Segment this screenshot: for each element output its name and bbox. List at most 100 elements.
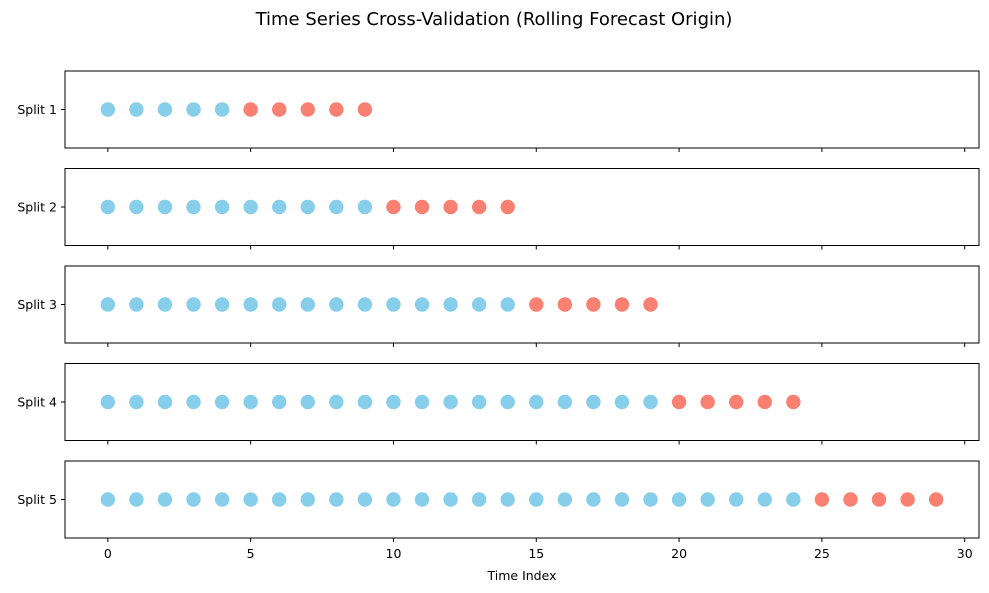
train-point [386, 297, 401, 312]
train-point [214, 199, 230, 215]
test-point [643, 297, 658, 312]
test-point [614, 297, 630, 312]
train-point [357, 199, 373, 215]
train-point [243, 297, 258, 312]
train-point [386, 394, 401, 410]
split-panel: Split 1 [17, 70, 980, 152]
train-point [500, 297, 515, 312]
x-axis-label: Time Index [487, 568, 557, 583]
train-point [471, 297, 487, 312]
train-point [729, 492, 744, 507]
train-point [129, 492, 144, 507]
train-point [214, 297, 230, 312]
train-point [329, 199, 344, 215]
panel-frame [64, 363, 980, 441]
train-point [157, 394, 173, 410]
test-point [928, 492, 944, 507]
train-point [643, 492, 658, 507]
train-point [272, 394, 287, 410]
train-point [471, 394, 487, 410]
train-point [329, 394, 344, 410]
train-point [329, 492, 344, 507]
train-point [786, 492, 801, 507]
train-point [129, 199, 144, 215]
train-point [186, 394, 201, 410]
train-point [243, 199, 258, 215]
x-tick-label: 20 [671, 546, 687, 561]
train-point [157, 492, 173, 507]
train-point [414, 492, 430, 507]
train-point [157, 199, 173, 215]
split-label: Split 3 [17, 297, 57, 312]
panel-frame [64, 70, 980, 149]
test-point [843, 492, 858, 507]
test-point [500, 199, 515, 215]
test-point [443, 199, 458, 215]
test-point [471, 199, 487, 215]
test-point [586, 297, 601, 312]
train-point [357, 394, 373, 410]
split-panel: Split 5 [17, 460, 980, 542]
test-point [329, 102, 344, 117]
train-point [186, 102, 201, 117]
test-point [557, 297, 573, 312]
test-point [900, 492, 915, 507]
train-point [129, 297, 144, 312]
x-tick-label: 30 [957, 546, 973, 561]
train-point [129, 394, 144, 410]
train-point [186, 297, 201, 312]
split-label: Split 2 [17, 200, 57, 215]
train-point [614, 492, 630, 507]
train-point [214, 102, 230, 117]
test-point [243, 102, 258, 117]
x-tick-label: 15 [528, 546, 544, 561]
train-point [100, 492, 116, 507]
train-point [357, 492, 373, 507]
test-point [386, 199, 401, 215]
train-point [443, 492, 458, 507]
train-point [186, 199, 201, 215]
split-label: Split 5 [17, 492, 57, 507]
test-point [357, 102, 373, 117]
train-point [272, 199, 287, 215]
test-point [871, 492, 887, 507]
train-point [414, 394, 430, 410]
train-point [272, 492, 287, 507]
test-point [529, 297, 544, 312]
train-point [443, 297, 458, 312]
train-point [100, 199, 116, 215]
train-point [586, 394, 601, 410]
split-panel: Split 4 [17, 363, 980, 445]
train-point [100, 297, 116, 312]
x-tick-label: 25 [814, 546, 830, 561]
split-panel: Split 2 [17, 168, 980, 250]
train-point [329, 297, 344, 312]
train-point [300, 394, 315, 410]
x-tick-label: 10 [386, 546, 402, 561]
x-axis-ticks: 0 5 10 15 20 25 30 [104, 546, 973, 561]
train-point [500, 492, 515, 507]
train-point [557, 492, 573, 507]
test-point [729, 394, 744, 410]
test-point [786, 394, 801, 410]
train-point [100, 394, 116, 410]
chart-title: Time Series Cross-Validation (Rolling Fo… [255, 9, 733, 30]
panel-frame [64, 265, 980, 344]
train-point [186, 492, 201, 507]
train-point [243, 394, 258, 410]
train-point [272, 297, 287, 312]
test-point [414, 199, 430, 215]
train-point [757, 492, 772, 507]
x-tick-label: 0 [104, 546, 112, 561]
train-point [614, 394, 630, 410]
train-point [243, 492, 258, 507]
panel-frame [64, 460, 980, 539]
x-tick-label: 5 [247, 546, 255, 561]
train-point [300, 199, 315, 215]
train-point [100, 102, 116, 117]
train-point [357, 297, 373, 312]
train-point [214, 394, 230, 410]
train-point [214, 492, 230, 507]
train-point [414, 297, 430, 312]
